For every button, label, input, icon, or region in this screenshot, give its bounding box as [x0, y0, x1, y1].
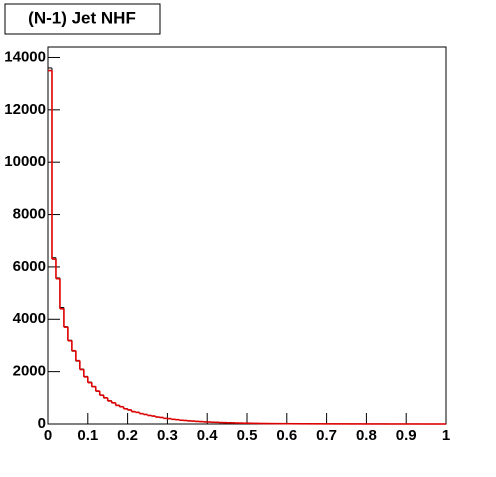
x-tick-label: 0.6 [276, 427, 297, 444]
x-tick-label: 0.9 [396, 427, 417, 444]
y-tick-label: 8000 [13, 206, 46, 223]
x-tick-label: 0.1 [77, 427, 98, 444]
x-tick-label: 0.2 [117, 427, 138, 444]
x-tick-label: 0 [44, 427, 52, 444]
x-tick-label: 0.8 [356, 427, 377, 444]
title-box [4, 3, 161, 35]
y-tick-label: 6000 [13, 258, 46, 275]
x-tick-label: 0.7 [316, 427, 337, 444]
chart-title: (N-1) Jet NHF [28, 8, 136, 27]
x-tick-label: 1 [442, 427, 450, 444]
x-tick-label: 0.3 [157, 427, 178, 444]
y-tick-label: 0 [38, 415, 46, 432]
y-tick-label: 2000 [13, 363, 46, 380]
y-tick-label: 14000 [4, 48, 46, 65]
y-tick-label: 12000 [4, 101, 46, 118]
x-tick-label: 0.4 [197, 427, 219, 444]
y-tick-label: 4000 [13, 310, 46, 327]
x-tick-label: 0.5 [237, 427, 258, 444]
y-tick-label: 10000 [4, 153, 46, 170]
